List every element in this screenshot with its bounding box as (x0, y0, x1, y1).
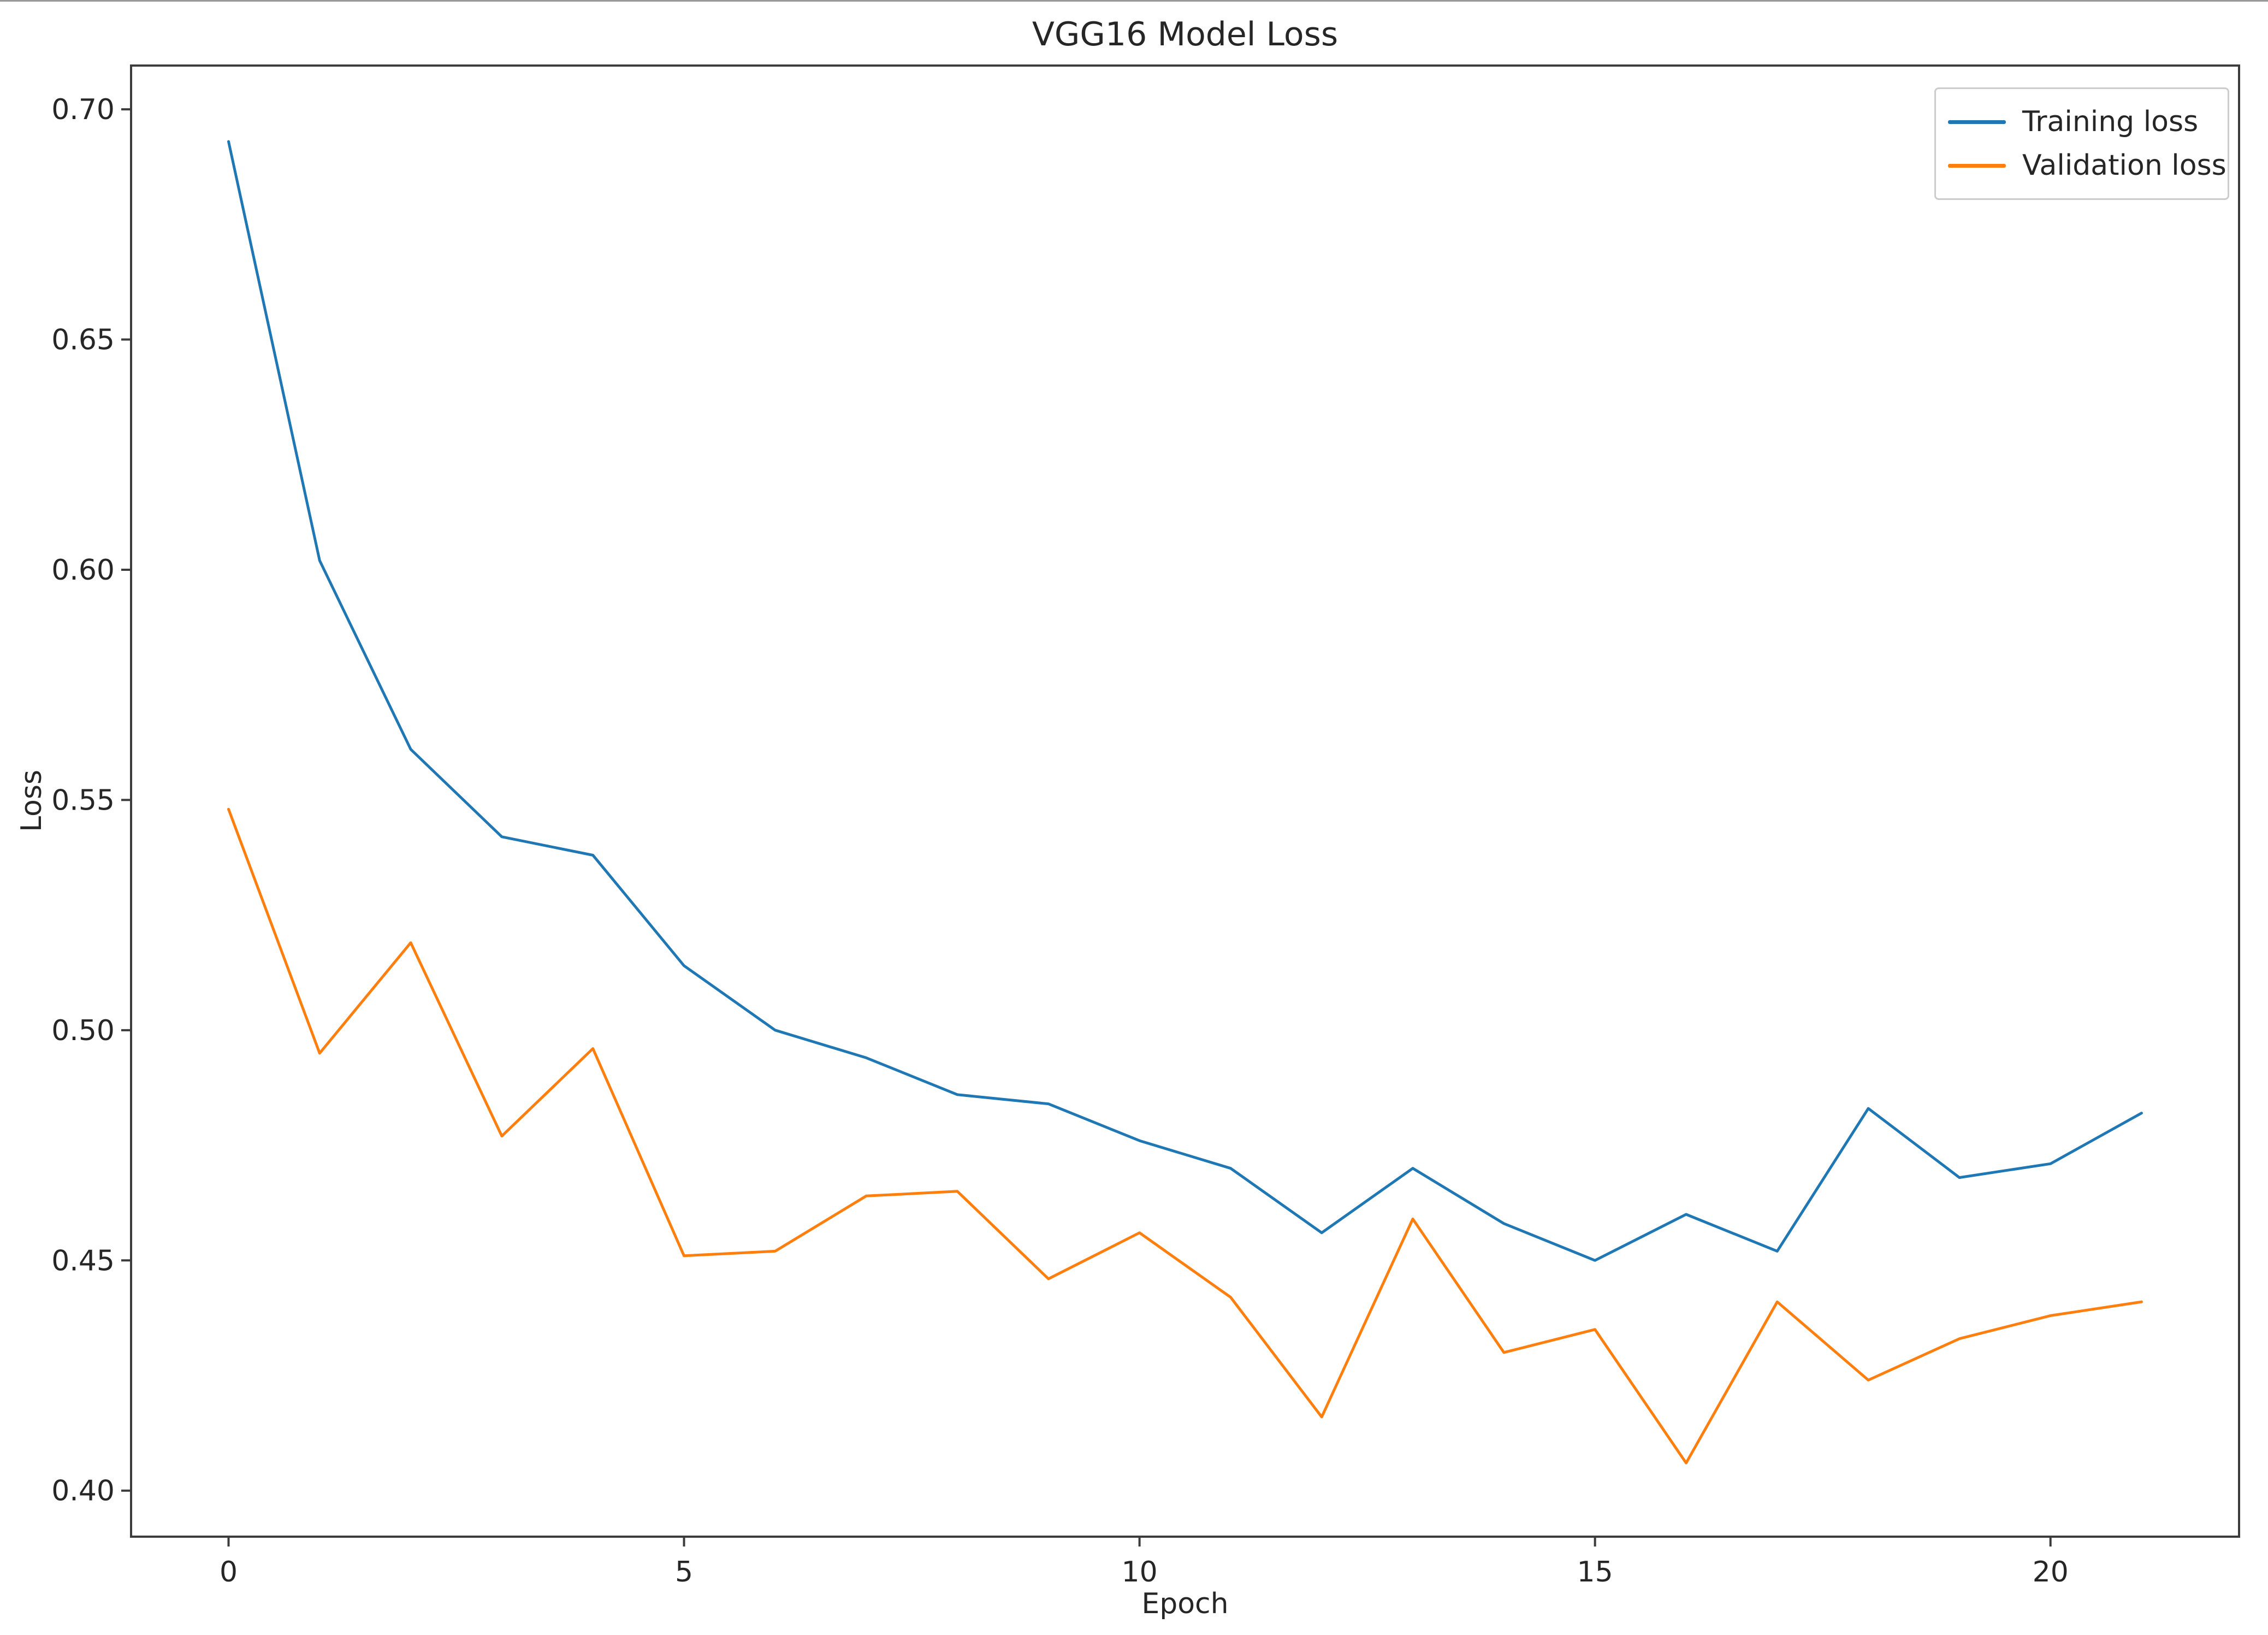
x-tick-label: 20 (2033, 1556, 2069, 1589)
legend-item-training-loss: Training loss (1948, 108, 2228, 136)
legend-swatch-training-loss (1948, 120, 2006, 124)
legend-item-validation-loss: Validation loss (1948, 151, 2228, 180)
x-tick-label: 10 (1122, 1556, 1158, 1589)
legend-label-validation-loss: Validation loss (2022, 149, 2226, 182)
x-axis-label: Epoch (1141, 1587, 1229, 1620)
y-tick-label: 0.65 (51, 324, 115, 357)
legend: Training loss Validation loss (1934, 87, 2229, 200)
training-loss-line (227, 140, 2143, 1262)
legend-swatch-validation-loss (1948, 163, 2006, 168)
y-tick-label: 0.40 (51, 1475, 115, 1508)
y-axis-label: Loss (15, 769, 48, 833)
y-tick-label: 0.45 (51, 1244, 115, 1277)
y-tick-label: 0.55 (51, 784, 115, 817)
x-tick-label: 0 (220, 1556, 238, 1589)
plot-border (130, 64, 2240, 1538)
y-tick-label: 0.70 (51, 93, 115, 126)
x-tick-label: 15 (1577, 1556, 1613, 1589)
screenshot-top-edge-artifact (0, 0, 2268, 2)
y-tick-label: 0.50 (51, 1014, 115, 1047)
x-tick-label: 5 (675, 1556, 693, 1589)
legend-label-training-loss: Training loss (2022, 105, 2199, 138)
validation-loss-line (227, 807, 2143, 1465)
y-tick-label: 0.60 (51, 554, 115, 587)
chart-title: VGG16 Model Loss (1032, 15, 1339, 54)
